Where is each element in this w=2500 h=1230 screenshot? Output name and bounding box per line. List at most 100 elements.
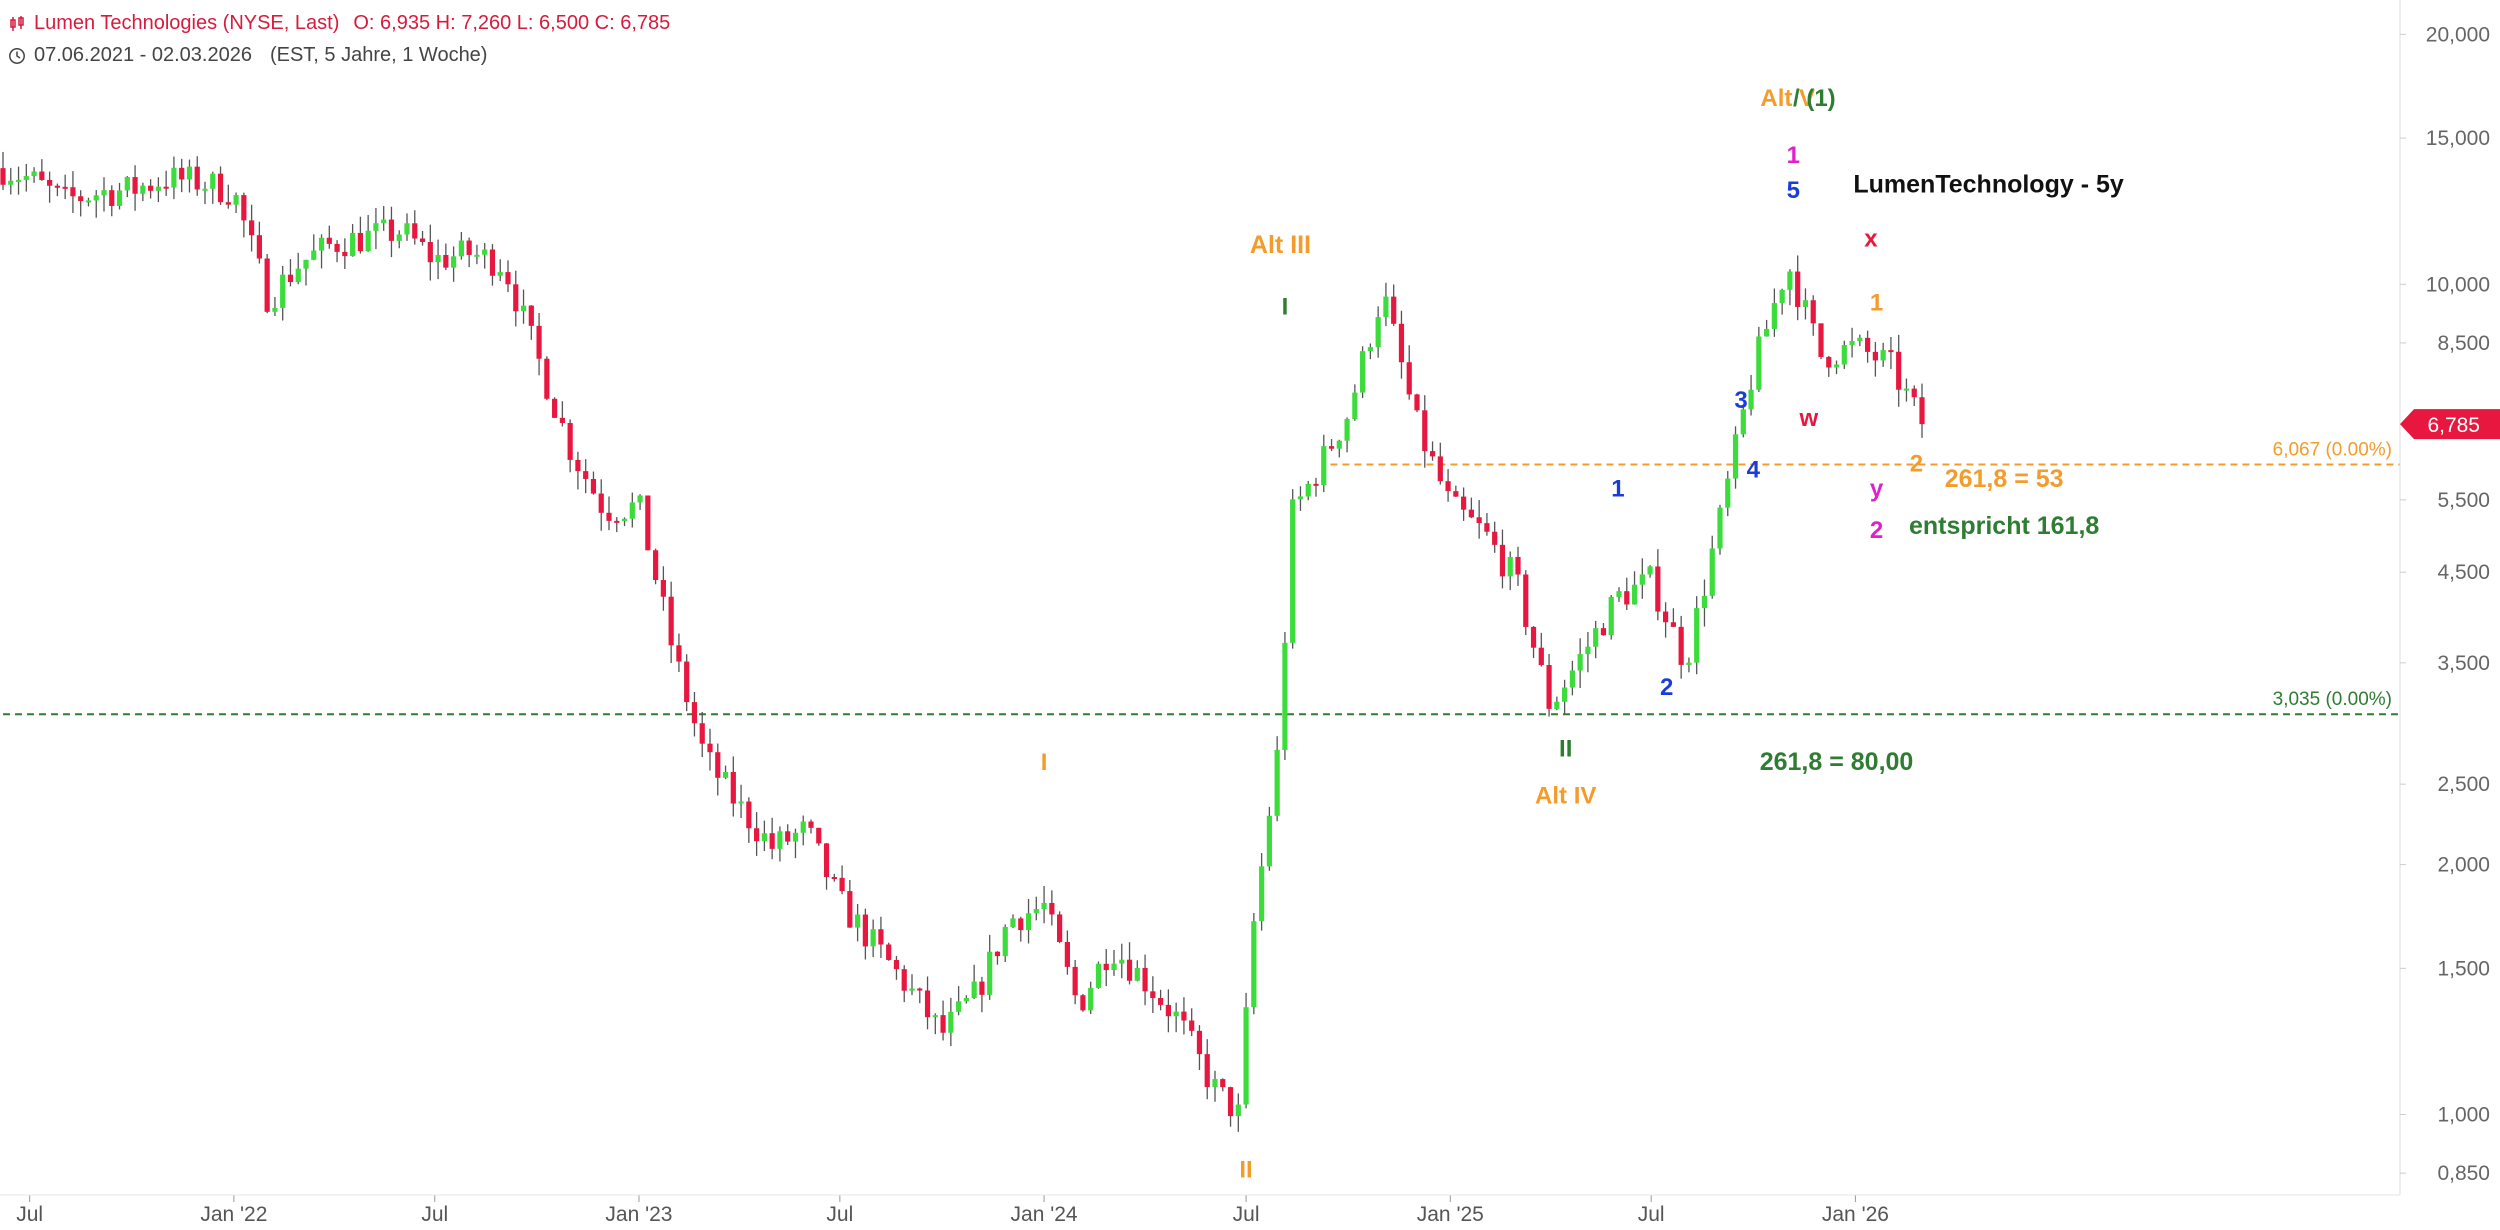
- range-detail: (EST, 5 Jahre, 1 Woche): [269, 44, 488, 66]
- candle-body: [621, 518, 628, 522]
- candle-body: [1880, 350, 1886, 361]
- candle-body: [909, 988, 915, 991]
- wave-label: 2: [1910, 451, 1923, 478]
- candle-body: [1344, 419, 1350, 441]
- y-tick-label: 2,500: [2437, 773, 2490, 796]
- candle-body: [1461, 496, 1467, 510]
- candle-body: [1484, 523, 1490, 532]
- candle-body: [1002, 926, 1008, 957]
- candle-body: [878, 929, 884, 945]
- candle-body: [124, 177, 130, 191]
- candle-body: [847, 891, 853, 928]
- wave-label: y: [1870, 476, 1884, 503]
- y-tick-label: 15,000: [2426, 127, 2490, 150]
- chart-range: 07.06.2021 - 02.03.2026 (EST, 5 Jahre, 1…: [8, 44, 487, 67]
- candle-body: [1398, 323, 1405, 363]
- candle-body: [1429, 451, 1436, 457]
- candle-body: [233, 195, 239, 205]
- candle-body: [373, 223, 379, 231]
- candle-body: [303, 259, 309, 269]
- candle-body: [1165, 1004, 1171, 1017]
- wave-label: 2: [1660, 674, 1673, 701]
- candle-body: [800, 821, 806, 833]
- candle-body: [754, 828, 760, 842]
- candle-body: [427, 241, 433, 263]
- candle-body: [870, 929, 876, 947]
- candle-body: [1670, 622, 1676, 627]
- candle-body: [419, 238, 426, 242]
- x-axis: Jul Jan '22 Jul Jan '23 Jul Jan '24 Jul Jan '25…: [0, 1194, 2400, 1226]
- candle-body: [381, 219, 387, 224]
- candle-body: [1507, 556, 1513, 577]
- candle-body: [489, 249, 496, 276]
- wave-label: entspricht 161,8: [1909, 512, 2099, 540]
- candle-body: [893, 959, 900, 970]
- candle-body: [1764, 328, 1770, 337]
- candle-body: [210, 173, 216, 189]
- candle-body: [1686, 662, 1692, 665]
- candle-body: [785, 831, 791, 842]
- wave-label: II: [1559, 735, 1572, 762]
- candle-body: [567, 422, 573, 460]
- candle-body: [54, 185, 60, 188]
- x-tick-label: Jan '26: [1822, 1203, 1889, 1226]
- candle-body: [761, 833, 767, 842]
- candle-body: [1336, 440, 1342, 449]
- candle-body: [287, 274, 294, 283]
- candle-body: [645, 495, 651, 551]
- candle-body: [722, 771, 729, 778]
- candle-body: [987, 951, 993, 995]
- candle-body: [1872, 351, 1878, 361]
- candle-body: [78, 196, 84, 202]
- level-label: 3,035 (0.00%): [2273, 689, 2392, 710]
- candle-body: [1134, 967, 1140, 981]
- candle-body: [1328, 446, 1335, 449]
- candle-body: [823, 843, 830, 878]
- candle-body: [1709, 548, 1715, 596]
- candle-body: [979, 981, 985, 995]
- candle-body: [559, 417, 565, 423]
- candle-body: [1600, 628, 1607, 636]
- candle-body: [971, 981, 977, 999]
- candle-body: [93, 195, 99, 201]
- candle-body: [1196, 1030, 1203, 1055]
- wave-label: 261,8 = 53: [1945, 465, 2064, 493]
- candle-body: [1220, 1079, 1226, 1088]
- candle-body: [1445, 481, 1451, 492]
- candle-body: [155, 186, 161, 191]
- candle-body: [1818, 323, 1824, 357]
- candle-body: [816, 827, 822, 844]
- candle-body: [1251, 921, 1257, 1008]
- candle-body: [458, 240, 464, 257]
- candle-body: [1663, 611, 1669, 623]
- candle-body: [1492, 531, 1498, 545]
- candle-body: [280, 274, 286, 308]
- wave-label: 3: [1734, 387, 1747, 414]
- candle-body: [862, 914, 868, 947]
- candles: [0, 151, 1925, 1132]
- candle-body: [109, 190, 115, 206]
- wave-label: / (1): [1793, 85, 1836, 112]
- candle-body: [792, 832, 799, 842]
- wave-label: 5: [1787, 177, 1800, 204]
- candle-body: [520, 305, 527, 312]
- candle-body: [505, 272, 511, 285]
- candle-body: [746, 801, 752, 829]
- candle-body: [769, 833, 775, 849]
- candle-body: [1072, 966, 1078, 996]
- y-tick-label: 0,850: [2437, 1162, 2490, 1185]
- candle-body: [1274, 749, 1280, 816]
- candle-body: [365, 230, 371, 252]
- candle-body: [1865, 337, 1871, 352]
- candle-body: [1367, 347, 1373, 352]
- candle-body: [241, 195, 247, 221]
- candle-body: [1437, 456, 1443, 482]
- wave-label: I: [1282, 293, 1289, 320]
- candle-body: [1189, 1020, 1195, 1031]
- ohlc-readout: O: 6,935 H: 7,260 L: 6,500 C: 6,785: [353, 12, 671, 34]
- candle-body: [1018, 918, 1024, 931]
- candle-body: [202, 188, 208, 191]
- candle-body: [1235, 1104, 1241, 1117]
